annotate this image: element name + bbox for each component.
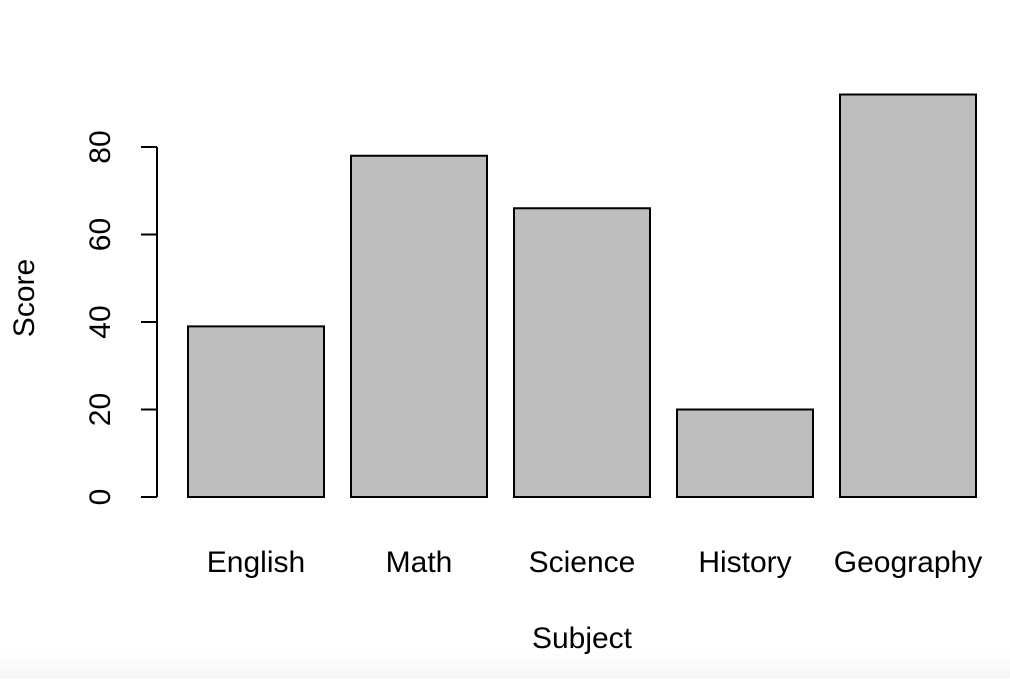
x-tick-label-english: English — [207, 546, 305, 579]
x-tick-label-math: Math — [386, 546, 453, 579]
bar-math — [350, 154, 488, 498]
bars-group — [187, 93, 977, 498]
x-tick-labels: English Math Science History Geography — [207, 546, 982, 579]
x-tick-label-geography: Geography — [834, 546, 982, 579]
bar-history — [676, 408, 814, 498]
bar-english — [187, 325, 325, 498]
bar-geography — [839, 93, 977, 498]
y-axis: 0 20 40 60 80 — [84, 130, 158, 506]
y-tick-label-60: 60 — [84, 218, 117, 251]
y-tick-label-20: 20 — [84, 393, 117, 426]
y-tick-label-0: 0 — [84, 489, 117, 506]
y-tick-label-80: 80 — [84, 130, 117, 163]
y-axis-title: Score — [8, 259, 41, 337]
bar-science — [513, 207, 651, 498]
x-tick-label-science: Science — [529, 546, 636, 579]
x-tick-label-history: History — [698, 546, 791, 579]
y-tick-label-40: 40 — [84, 305, 117, 338]
x-axis-title: Subject — [532, 622, 633, 655]
